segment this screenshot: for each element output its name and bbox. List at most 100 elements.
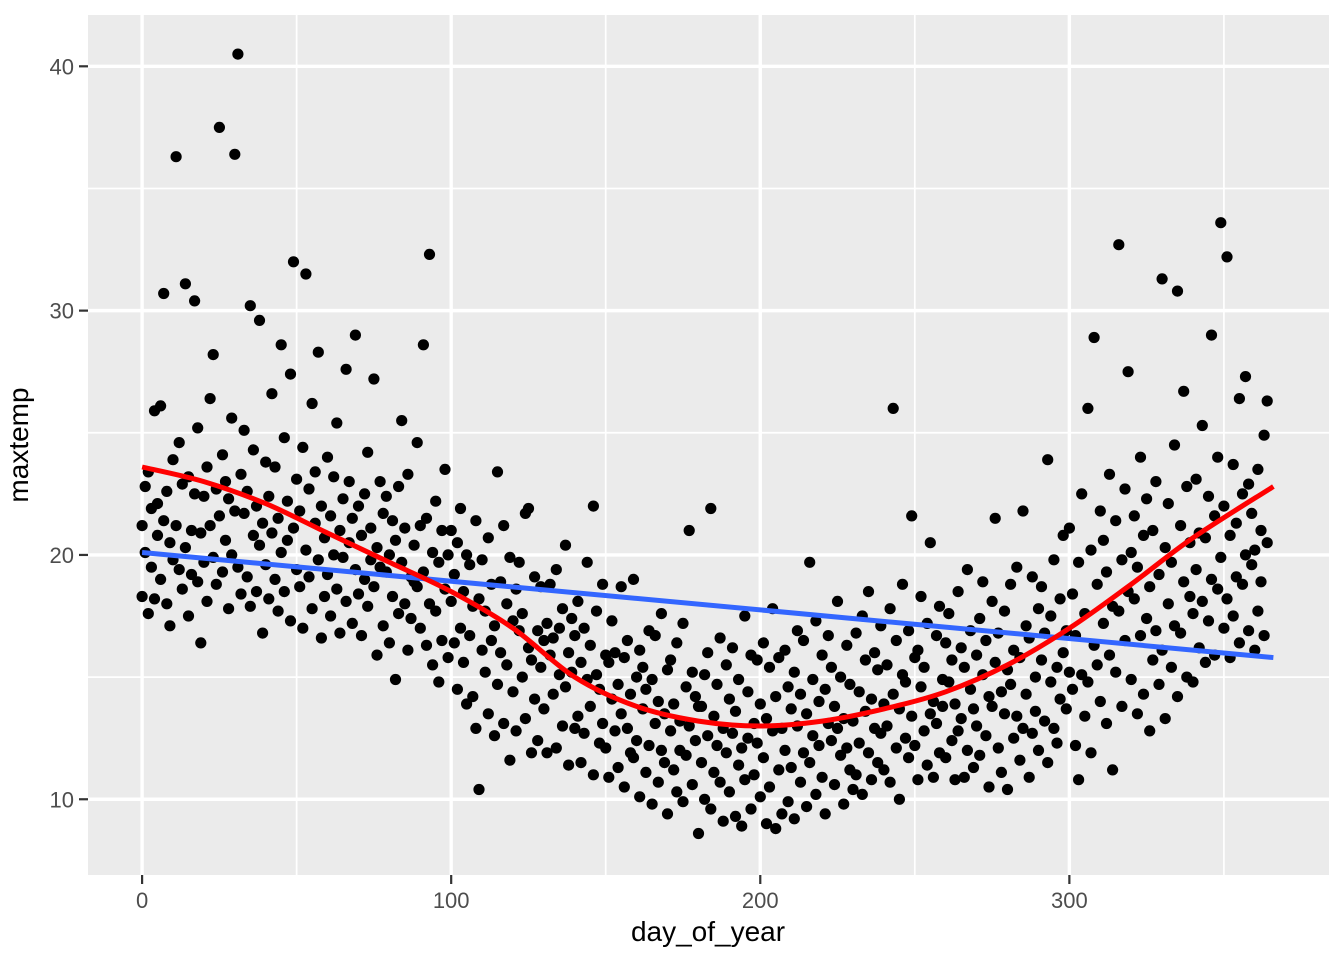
data-point bbox=[1255, 576, 1267, 588]
data-point bbox=[210, 578, 222, 590]
data-point bbox=[1147, 524, 1159, 537]
data-point bbox=[643, 739, 655, 752]
data-point bbox=[930, 630, 943, 642]
data-point bbox=[655, 608, 668, 620]
data-point bbox=[340, 363, 352, 375]
data-point bbox=[284, 368, 297, 380]
data-point bbox=[229, 505, 241, 517]
data-point bbox=[155, 573, 167, 586]
data-point bbox=[770, 691, 782, 703]
data-point bbox=[1258, 630, 1270, 642]
data-point bbox=[754, 791, 766, 803]
data-point bbox=[189, 295, 201, 307]
data-point bbox=[414, 622, 426, 634]
data-point bbox=[822, 630, 834, 642]
data-point bbox=[1137, 529, 1150, 542]
data-point bbox=[782, 681, 794, 693]
data-point bbox=[423, 598, 436, 610]
data-point bbox=[1048, 722, 1060, 735]
data-point bbox=[828, 779, 841, 791]
data-point bbox=[1215, 551, 1227, 564]
data-point bbox=[1085, 544, 1097, 556]
data-point bbox=[1150, 625, 1162, 637]
data-point bbox=[760, 818, 773, 830]
data-point bbox=[668, 698, 680, 710]
data-point bbox=[343, 476, 355, 488]
data-point bbox=[235, 588, 247, 600]
data-point bbox=[315, 632, 327, 644]
data-point bbox=[1011, 710, 1023, 722]
data-point bbox=[235, 468, 247, 480]
data-point bbox=[841, 742, 853, 754]
data-point bbox=[352, 500, 365, 512]
data-point bbox=[260, 456, 272, 468]
data-point bbox=[683, 720, 695, 732]
data-point bbox=[306, 603, 318, 615]
data-point bbox=[1057, 647, 1069, 659]
data-point bbox=[606, 615, 618, 627]
data-point bbox=[448, 568, 460, 581]
data-point bbox=[325, 610, 337, 622]
x-tick-label: 0 bbox=[136, 888, 148, 913]
data-point bbox=[912, 644, 924, 656]
data-point bbox=[519, 713, 532, 725]
data-point bbox=[575, 656, 587, 669]
data-point bbox=[597, 578, 609, 590]
data-point bbox=[1221, 251, 1233, 263]
data-point bbox=[525, 654, 538, 666]
data-point bbox=[597, 717, 609, 730]
data-point bbox=[893, 793, 906, 805]
data-point bbox=[170, 520, 182, 532]
data-point bbox=[631, 671, 643, 683]
data-point bbox=[1051, 737, 1063, 749]
data-point bbox=[1076, 669, 1088, 681]
data-point bbox=[1054, 693, 1066, 705]
data-point bbox=[835, 671, 847, 683]
data-point bbox=[705, 803, 717, 815]
data-point bbox=[1125, 546, 1137, 559]
data-point bbox=[155, 400, 167, 412]
data-point bbox=[887, 402, 899, 414]
data-point bbox=[1045, 610, 1057, 622]
data-point bbox=[1005, 678, 1017, 691]
data-point bbox=[937, 700, 949, 713]
data-point bbox=[763, 781, 776, 793]
data-point bbox=[881, 720, 893, 732]
data-point bbox=[1066, 683, 1079, 695]
data-point bbox=[1261, 395, 1273, 407]
data-point bbox=[414, 520, 426, 532]
data-point bbox=[1119, 483, 1131, 495]
data-point bbox=[563, 647, 575, 659]
data-point bbox=[368, 581, 380, 593]
data-point bbox=[1020, 620, 1032, 632]
data-point bbox=[964, 683, 977, 695]
data-point bbox=[884, 776, 896, 788]
data-point bbox=[294, 581, 306, 593]
data-point bbox=[247, 529, 259, 542]
data-point bbox=[263, 490, 275, 502]
data-point bbox=[998, 605, 1011, 617]
data-point bbox=[779, 744, 791, 757]
data-point bbox=[436, 524, 448, 537]
data-point bbox=[1227, 458, 1239, 471]
data-point bbox=[760, 713, 773, 725]
data-point bbox=[179, 278, 191, 290]
data-point bbox=[393, 608, 405, 620]
data-point bbox=[702, 730, 714, 742]
x-axis-title: day_of_year bbox=[631, 916, 785, 947]
data-point bbox=[1258, 429, 1270, 441]
data-point bbox=[278, 586, 290, 598]
data-point bbox=[1261, 537, 1273, 549]
data-point bbox=[287, 256, 300, 268]
data-point bbox=[244, 600, 256, 612]
data-point bbox=[952, 586, 964, 598]
data-point bbox=[1144, 725, 1156, 737]
data-point bbox=[1243, 478, 1255, 490]
data-point bbox=[816, 649, 828, 661]
data-point bbox=[655, 744, 668, 757]
loess-curve bbox=[141, 464, 1275, 729]
data-point bbox=[507, 686, 519, 698]
data-point bbox=[640, 683, 652, 695]
data-point bbox=[998, 708, 1011, 720]
data-point bbox=[665, 725, 677, 737]
